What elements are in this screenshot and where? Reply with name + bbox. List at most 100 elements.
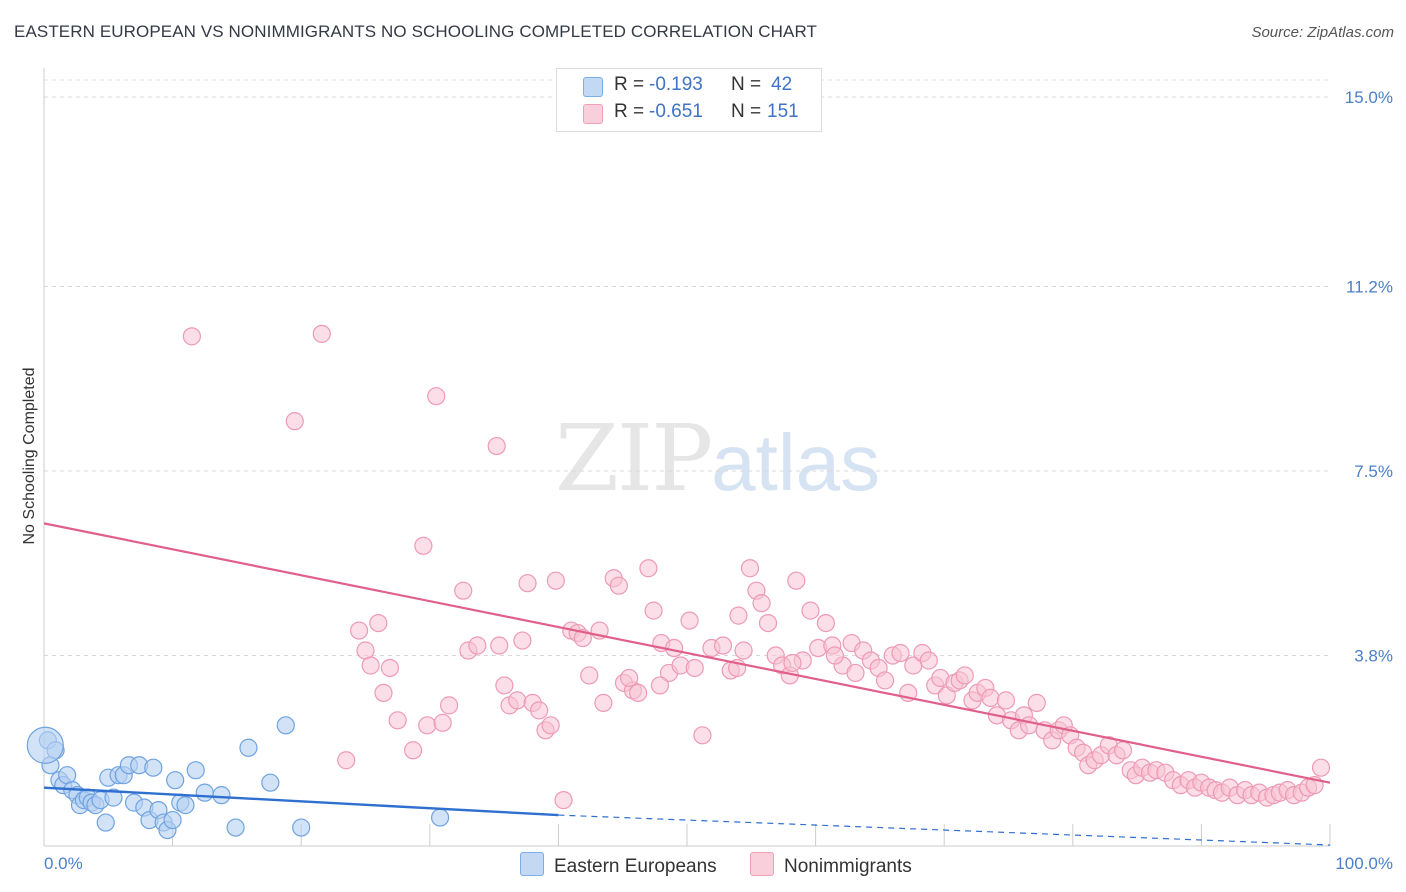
data-point-eastern-europeans	[292, 818, 311, 837]
data-point-eastern-europeans	[226, 818, 245, 837]
data-point-eastern-europeans	[26, 726, 64, 764]
data-point-eastern-europeans	[144, 758, 163, 777]
legend-n-label: N =	[731, 101, 762, 122]
data-point-nonimmigrants	[752, 594, 771, 613]
data-point-nonimmigrants	[758, 613, 778, 633]
x-tick-label: 100.0%	[1335, 854, 1393, 873]
legend-r-label: R =	[614, 101, 645, 122]
trend-line-eastern-europeans-extension	[558, 814, 1331, 846]
data-point-eastern-europeans	[186, 761, 205, 780]
y-tick-label: 7.5%	[1354, 462, 1393, 481]
data-point-nonimmigrants	[546, 571, 565, 590]
data-point-eastern-europeans	[166, 771, 185, 790]
data-point-nonimmigrants	[740, 559, 760, 578]
data-point-nonimmigrants	[594, 693, 613, 712]
data-point-nonimmigrants	[996, 691, 1016, 710]
data-point-eastern-europeans	[430, 808, 450, 827]
data-point-eastern-europeans	[239, 738, 258, 757]
data-point-nonimmigrants	[312, 324, 331, 343]
trend-line-nonimmigrants	[43, 522, 1331, 784]
data-point-nonimmigrants	[919, 651, 938, 670]
data-point-nonimmigrants	[734, 641, 753, 660]
data-point-nonimmigrants	[665, 638, 684, 658]
data-point-nonimmigrants	[685, 658, 704, 678]
data-point-nonimmigrants	[981, 688, 1000, 707]
data-point-nonimmigrants	[801, 601, 820, 620]
data-point-nonimmigrants	[388, 711, 407, 730]
data-point-nonimmigrants	[783, 653, 802, 673]
legend-swatch-blue	[583, 77, 603, 97]
y-tick-label: 3.8%	[1354, 647, 1393, 666]
watermark-zip: ZIP	[555, 405, 713, 512]
data-point-nonimmigrants	[380, 658, 400, 678]
data-point-eastern-europeans	[104, 788, 123, 807]
data-point-nonimmigrants	[713, 636, 733, 655]
bottom-legend-swatch-pink	[750, 852, 774, 876]
bottom-legend-label: Eastern Europeans	[554, 856, 717, 877]
source-label: Source: ZipAtlas.com	[1251, 24, 1394, 41]
axes	[43, 68, 1331, 847]
data-point-nonimmigrants	[955, 666, 974, 685]
watermark-atlas: atlas	[711, 418, 881, 507]
data-point-nonimmigrants	[530, 701, 549, 720]
bottom-legend-label: Nonimmigrants	[784, 856, 912, 877]
data-point-nonimmigrants	[349, 621, 369, 640]
data-point-nonimmigrants	[846, 663, 865, 683]
data-point-nonimmigrants	[693, 726, 712, 745]
data-point-nonimmigrants	[361, 656, 380, 675]
legend-row-eastern-europeans: R = -0.193 N = 42	[557, 74, 821, 100]
data-point-nonimmigrants	[650, 676, 670, 695]
legend-r-label: R =	[614, 74, 645, 95]
data-point-nonimmigrants	[609, 576, 628, 595]
data-point-nonimmigrants	[1019, 716, 1039, 735]
data-point-nonimmigrants	[374, 683, 393, 703]
legend-r-value: -0.193	[649, 74, 703, 95]
data-point-nonimmigrants	[1113, 741, 1133, 760]
data-point-nonimmigrants	[427, 387, 446, 406]
chart-title: EASTERN EUROPEAN VS NONIMMIGRANTS NO SCH…	[14, 22, 818, 41]
y-tick-label: 11.2%	[1346, 277, 1393, 296]
data-point-nonimmigrants	[508, 691, 527, 710]
bottom-legend-swatch-blue	[520, 852, 544, 876]
trend-line-eastern-europeans	[43, 786, 559, 817]
data-point-nonimmigrants	[369, 613, 388, 633]
bottom-legend-eastern-europeans: Eastern Europeans	[520, 852, 717, 878]
bottom-legend-nonimmigrants: Nonimmigrants	[750, 852, 912, 878]
data-point-nonimmigrants	[513, 631, 532, 650]
legend: R = -0.193 N = 42 R = -0.651 N = 151	[556, 68, 822, 132]
data-point-eastern-europeans	[96, 813, 115, 832]
data-point-eastern-europeans	[163, 810, 182, 830]
data-point-nonimmigrants	[580, 666, 599, 685]
data-point-nonimmigrants	[875, 671, 895, 690]
data-point-eastern-europeans	[195, 783, 214, 802]
y-axis-label: No Schooling Completed	[21, 368, 38, 545]
data-point-nonimmigrants	[554, 791, 573, 810]
legend-row-nonimmigrants: R = -0.651 N = 151	[557, 101, 821, 127]
data-point-nonimmigrants	[403, 741, 423, 760]
data-point-nonimmigrants	[629, 683, 648, 703]
data-point-nonimmigrants	[816, 613, 835, 633]
legend-n-value: 42	[771, 74, 793, 95]
x-tick-label: 0.0%	[44, 854, 83, 873]
data-point-nonimmigrants	[495, 676, 514, 695]
watermark: ZIPatlas	[555, 405, 880, 512]
data-point-nonimmigrants	[1027, 693, 1046, 712]
data-point-nonimmigrants	[285, 412, 304, 431]
data-point-nonimmigrants	[620, 668, 639, 688]
grid-lines	[44, 79, 1330, 657]
data-point-nonimmigrants	[439, 696, 459, 715]
data-point-eastern-europeans	[212, 786, 231, 805]
data-point-eastern-europeans	[261, 773, 280, 792]
data-point-nonimmigrants	[518, 574, 537, 593]
data-point-nonimmigrants	[490, 636, 509, 655]
legend-n-label: N =	[731, 74, 762, 95]
data-point-nonimmigrants	[787, 571, 806, 590]
series-eastern-europeans	[26, 716, 450, 840]
y-tick-label: 15.0%	[1345, 88, 1393, 107]
data-point-nonimmigrants	[729, 606, 748, 625]
data-point-nonimmigrants	[182, 327, 201, 346]
data-point-nonimmigrants	[891, 643, 910, 663]
legend-r-value: -0.651	[649, 101, 703, 122]
data-point-nonimmigrants	[454, 581, 473, 600]
